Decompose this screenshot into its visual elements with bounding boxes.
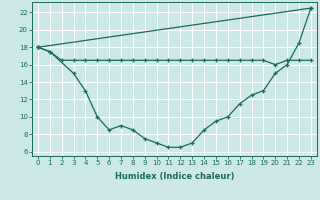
X-axis label: Humidex (Indice chaleur): Humidex (Indice chaleur) [115, 172, 234, 181]
